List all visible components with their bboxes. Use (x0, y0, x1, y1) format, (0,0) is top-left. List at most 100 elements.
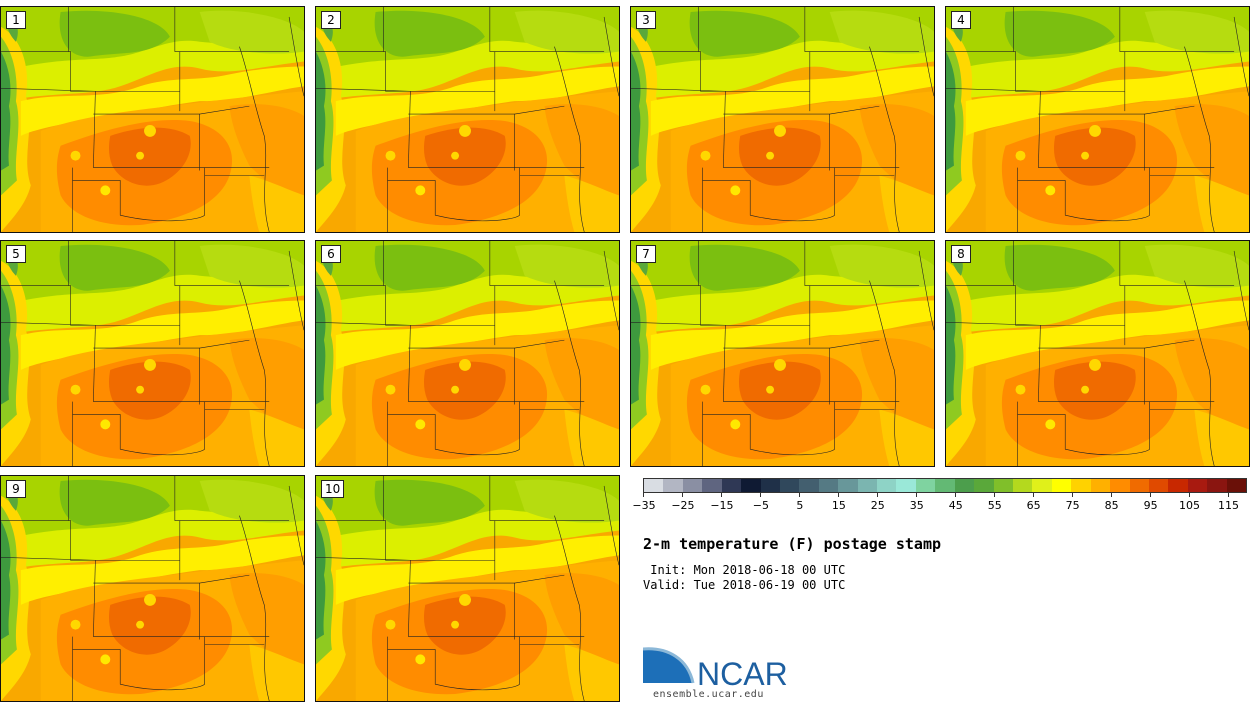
colorbar-tick (876, 493, 878, 497)
colorbar-tick-label: 65 (1026, 499, 1041, 512)
colorbar-tick-label: 105 (1179, 499, 1201, 512)
colorbar-ticks: −35 −25 −15 −5 5 15 25 35 45 55 65 75 85 95 105 115 (632, 493, 1247, 517)
ensemble-member-panel: 3 (630, 6, 935, 233)
colorbar-swatch (1090, 479, 1111, 492)
colorbar-tick-label: −35 (632, 499, 656, 512)
colorbar-swatch (663, 479, 683, 492)
colorbar-tick (915, 493, 917, 497)
member-number: 7 (636, 245, 656, 263)
colorbar-tick-label: 95 (1143, 499, 1158, 512)
ensemble-member-panel: 8 (945, 240, 1250, 467)
colorbar-swatch (1032, 479, 1052, 492)
colorbar-swatch (1071, 479, 1091, 492)
temperature-map (1, 476, 304, 701)
colorbar-swatch (1110, 479, 1130, 492)
temperature-map (316, 476, 619, 701)
colorbar-swatch (721, 479, 742, 492)
colorbar-tick-label: 5 (796, 499, 804, 512)
colorbar-tick-label: −15 (710, 499, 734, 512)
temperature-map (946, 7, 1249, 232)
member-number: 4 (951, 11, 971, 29)
colorbar-swatch (915, 479, 936, 492)
temperature-map (1, 241, 304, 466)
member-number: 5 (6, 245, 26, 263)
page-title: 2-m temperature (F) postage stamp (643, 535, 942, 553)
colorbar-swatch (644, 479, 664, 492)
temperature-map (316, 241, 619, 466)
member-number: 1 (6, 11, 26, 29)
logo-text: NCAR (697, 656, 788, 690)
colorbar-swatch (1148, 479, 1169, 492)
colorbar-tick-label: 45 (948, 499, 963, 512)
member-number: 3 (636, 11, 656, 29)
colorbar-swatch (1207, 479, 1227, 492)
ensemble-member-panel: 7 (630, 240, 935, 467)
colorbar-tick-label: 25 (870, 499, 885, 512)
ensemble-member-panel: 1 (0, 6, 305, 233)
colorbar-swatch (702, 479, 722, 492)
colorbar-swatch (799, 479, 819, 492)
colorbar-swatch (954, 479, 975, 492)
colorbar-tick (720, 493, 722, 497)
colorbar-tick (643, 493, 644, 497)
colorbar-swatch (682, 479, 703, 492)
colorbar-tick-label: 15 (831, 499, 846, 512)
colorbar-tick-label: −25 (671, 499, 695, 512)
temperature-map (946, 241, 1249, 466)
colorbar-tick-label: 55 (987, 499, 1002, 512)
colorbar-swatch (818, 479, 839, 492)
ncar-logo: NCAR (643, 647, 788, 690)
member-number: 8 (951, 245, 971, 263)
colorbar-swatch (1168, 479, 1188, 492)
logo-url: ensemble.ucar.edu (653, 689, 764, 700)
colorbar-tick (1188, 493, 1190, 497)
colorbar-swatch (857, 479, 878, 492)
colorbar-tick-label: 75 (1065, 499, 1080, 512)
colorbar-tick (1071, 493, 1073, 497)
colorbar (643, 478, 1247, 493)
colorbar-swatch (1226, 479, 1247, 492)
colorbar-swatch (974, 479, 994, 492)
colorbar-swatch (779, 479, 800, 492)
colorbar-tick (759, 493, 761, 497)
colorbar-tick (954, 493, 956, 497)
colorbar-tick-label: 85 (1104, 499, 1119, 512)
colorbar-tick (681, 493, 683, 497)
colorbar-tick-label: −5 (752, 499, 769, 512)
colorbar-tick (993, 493, 995, 497)
colorbar-tick (1032, 493, 1034, 497)
ensemble-member-panel: 5 (0, 240, 305, 467)
temperature-map (1, 7, 304, 232)
member-number: 9 (6, 480, 26, 498)
colorbar-tick-label: 35 (909, 499, 924, 512)
colorbar-swatch (741, 479, 761, 492)
temperature-map (316, 7, 619, 232)
colorbar-swatch (1013, 479, 1033, 492)
member-number: 6 (321, 245, 341, 263)
temperature-map (631, 241, 934, 466)
temperature-map (631, 7, 934, 232)
colorbar-tick (837, 493, 839, 497)
colorbar-swatch (838, 479, 858, 492)
ensemble-member-panel: 10 (315, 475, 620, 702)
colorbar-swatch (993, 479, 1014, 492)
member-number: 10 (321, 480, 345, 498)
ensemble-member-panel: 9 (0, 475, 305, 702)
colorbar-swatch (877, 479, 897, 492)
colorbar-swatch (1129, 479, 1149, 492)
colorbar-tick-label: 115 (1218, 499, 1240, 512)
colorbar-tick (1227, 493, 1229, 497)
colorbar-swatch (760, 479, 780, 492)
colorbar-swatch (1187, 479, 1208, 492)
colorbar-tick (1149, 493, 1151, 497)
colorbar-swatch (896, 479, 916, 492)
colorbar-tick (798, 493, 800, 497)
init-time: Init: Mon 2018-06-18 00 UTC (643, 563, 846, 577)
valid-time: Valid: Tue 2018-06-19 00 UTC (643, 578, 846, 592)
ensemble-member-panel: 2 (315, 6, 620, 233)
ensemble-member-panel: 6 (315, 240, 620, 467)
colorbar-swatch (1051, 479, 1072, 492)
ensemble-member-panel: 4 (945, 6, 1250, 233)
member-number: 2 (321, 11, 341, 29)
colorbar-tick (1110, 493, 1112, 497)
